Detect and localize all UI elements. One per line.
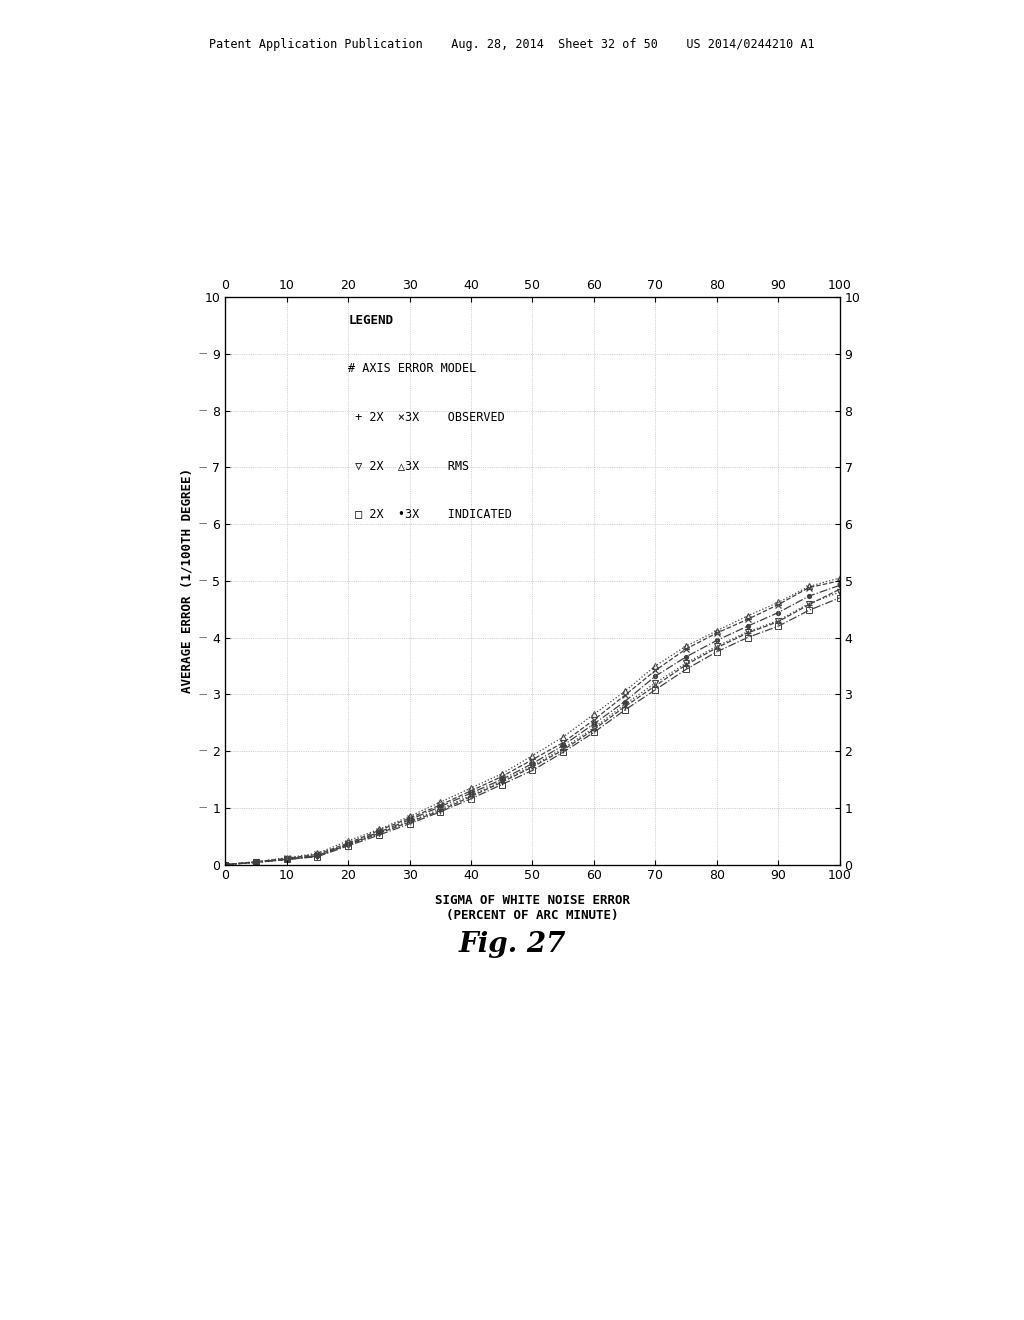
Text: LEGEND: LEGEND [348,314,393,327]
Text: Fig. 27: Fig. 27 [459,931,565,957]
Text: —: — [199,350,207,358]
Text: —: — [199,407,207,414]
Text: □ 2X  •3X    INDICATED: □ 2X •3X INDICATED [348,507,512,520]
Text: —: — [199,804,207,812]
Text: # AXIS ERROR MODEL: # AXIS ERROR MODEL [348,362,476,375]
Text: —: — [199,747,207,755]
Text: —: — [199,690,207,698]
Y-axis label: AVERAGE ERROR (1/100TH DEGREE): AVERAGE ERROR (1/100TH DEGREE) [180,469,194,693]
Text: Patent Application Publication    Aug. 28, 2014  Sheet 32 of 50    US 2014/02442: Patent Application Publication Aug. 28, … [209,38,815,51]
Text: ▽ 2X  △3X    RMS: ▽ 2X △3X RMS [348,459,469,471]
Text: —: — [199,577,207,585]
Text: + 2X  ×3X    OBSERVED: + 2X ×3X OBSERVED [348,411,505,424]
Text: —: — [199,463,207,471]
X-axis label: SIGMA OF WHITE NOISE ERROR
(PERCENT OF ARC MINUTE): SIGMA OF WHITE NOISE ERROR (PERCENT OF A… [435,894,630,921]
Text: —: — [199,634,207,642]
Text: —: — [199,520,207,528]
